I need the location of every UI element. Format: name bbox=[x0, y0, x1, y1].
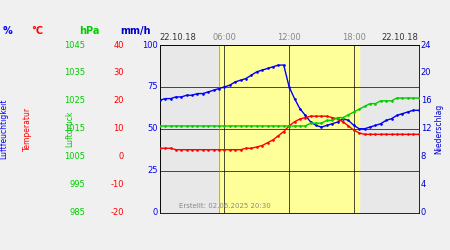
Text: 12: 12 bbox=[421, 124, 431, 133]
Text: Niederschlag: Niederschlag bbox=[434, 104, 443, 154]
Text: %: % bbox=[2, 26, 12, 36]
Text: 985: 985 bbox=[70, 208, 86, 217]
Text: 25: 25 bbox=[147, 166, 158, 175]
Text: 22.10.18: 22.10.18 bbox=[160, 34, 197, 42]
Text: 22.10.18: 22.10.18 bbox=[382, 34, 418, 42]
Text: 16: 16 bbox=[421, 96, 432, 105]
Text: Luftfeuchtigkeit: Luftfeuchtigkeit bbox=[0, 98, 8, 159]
Text: 75: 75 bbox=[147, 82, 158, 91]
Text: 1005: 1005 bbox=[64, 152, 86, 161]
Text: 1035: 1035 bbox=[64, 68, 86, 78]
Bar bbox=[160, 45, 419, 212]
Text: 4: 4 bbox=[421, 180, 426, 189]
Text: 40: 40 bbox=[113, 40, 124, 50]
Text: 06:00: 06:00 bbox=[212, 34, 236, 42]
Text: 1025: 1025 bbox=[64, 96, 86, 105]
Text: 0: 0 bbox=[118, 152, 124, 161]
Text: -20: -20 bbox=[110, 208, 124, 217]
Bar bbox=[219, 45, 359, 212]
Text: 18:00: 18:00 bbox=[342, 34, 366, 42]
Text: 20: 20 bbox=[113, 96, 124, 105]
Text: °C: °C bbox=[32, 26, 44, 36]
Text: 0: 0 bbox=[421, 208, 426, 217]
Text: 995: 995 bbox=[70, 180, 86, 189]
Text: 50: 50 bbox=[147, 124, 158, 133]
Text: Temperatur: Temperatur bbox=[22, 107, 32, 151]
Text: 24: 24 bbox=[421, 40, 431, 50]
Text: Erstellt: 02.06.2025 20:30: Erstellt: 02.06.2025 20:30 bbox=[179, 203, 270, 209]
Text: 10: 10 bbox=[113, 124, 124, 133]
Text: 12:00: 12:00 bbox=[277, 34, 301, 42]
Text: 1045: 1045 bbox=[64, 40, 86, 50]
Text: 1015: 1015 bbox=[64, 124, 86, 133]
Text: 20: 20 bbox=[421, 68, 431, 78]
Text: 8: 8 bbox=[421, 152, 426, 161]
Text: 0: 0 bbox=[152, 208, 158, 217]
Text: hPa: hPa bbox=[79, 26, 99, 36]
Text: mm/h: mm/h bbox=[121, 26, 151, 36]
Text: -10: -10 bbox=[110, 180, 124, 189]
Text: 100: 100 bbox=[142, 40, 158, 50]
Text: Luftdruck: Luftdruck bbox=[65, 110, 74, 147]
Text: 30: 30 bbox=[113, 68, 124, 78]
